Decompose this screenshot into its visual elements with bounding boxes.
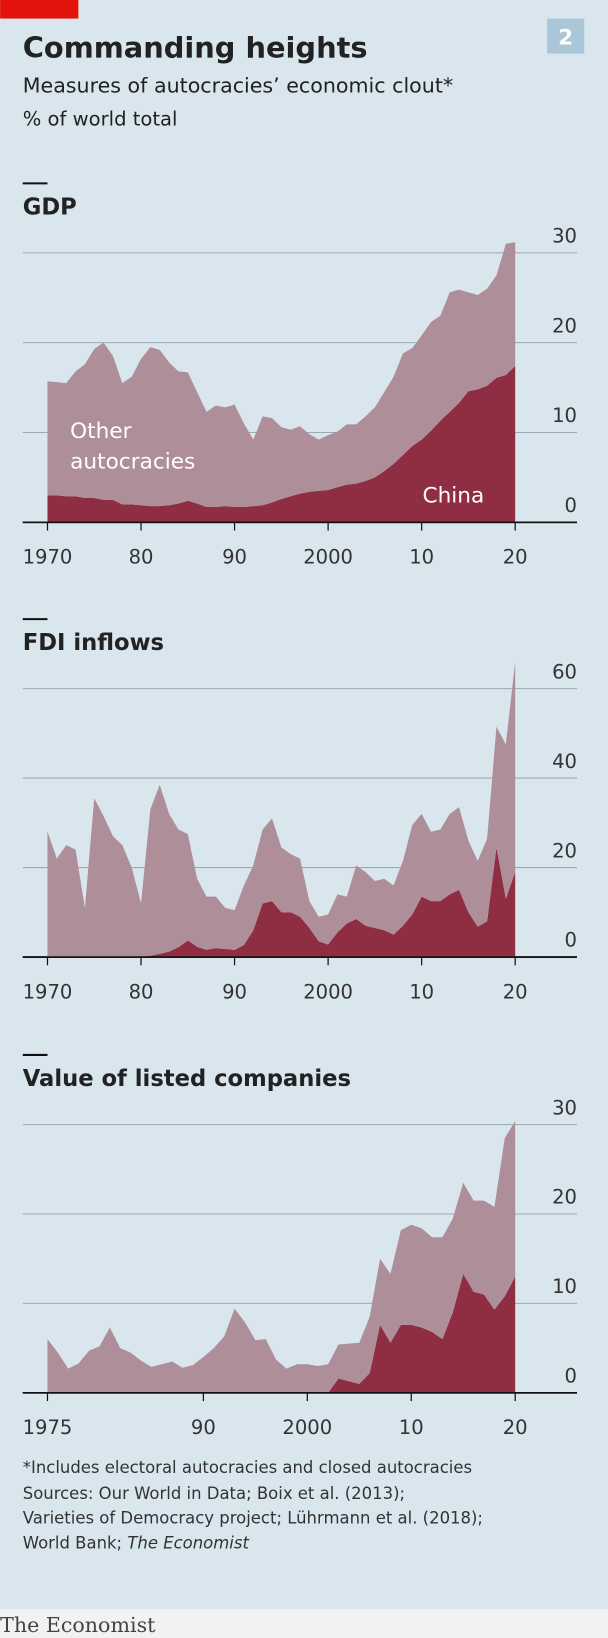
x-tick-label: 2000 bbox=[282, 1416, 332, 1439]
panel-title: Value of listed companies bbox=[23, 1066, 351, 1092]
x-tick-label: 2000 bbox=[303, 546, 353, 569]
x-tick-label: 80 bbox=[129, 546, 154, 569]
y-tick-label: 0 bbox=[565, 929, 577, 952]
y-tick-label: 30 bbox=[552, 225, 577, 248]
x-tick-label: 2000 bbox=[303, 980, 353, 1003]
area bbox=[47, 242, 516, 508]
figure-number-box bbox=[547, 18, 585, 54]
x-tick-label: 90 bbox=[191, 1416, 216, 1439]
red-tag bbox=[0, 0, 79, 19]
area bbox=[47, 847, 516, 958]
subtitle: Measures of autocracies’ economic clout* bbox=[23, 74, 453, 98]
series-label: China bbox=[422, 484, 484, 509]
y-tick-label: 20 bbox=[552, 1186, 577, 1209]
x-tick-label: 20 bbox=[503, 1416, 528, 1439]
y-tick-label: 20 bbox=[552, 314, 577, 337]
area bbox=[47, 661, 516, 958]
x-tick-label: 1970 bbox=[23, 980, 73, 1003]
x-tick-label: 10 bbox=[399, 1416, 424, 1439]
y-tick-label: 10 bbox=[552, 404, 577, 427]
figure-number: 2 bbox=[558, 25, 573, 50]
x-tick-label: 1975 bbox=[23, 1416, 73, 1439]
source: Varieties of Democracy project; Lührmann… bbox=[23, 1509, 483, 1528]
x-tick-label: 90 bbox=[222, 980, 247, 1003]
y-tick-label: 10 bbox=[552, 1275, 577, 1298]
x-tick-label: 20 bbox=[503, 980, 528, 1003]
source: The Economist bbox=[127, 1533, 249, 1552]
unit: % of world total bbox=[23, 108, 178, 131]
y-tick-label: 0 bbox=[565, 494, 577, 517]
series-label-line: Other bbox=[70, 419, 138, 444]
x-tick-label: 1970 bbox=[23, 546, 73, 569]
brand: The Economist bbox=[0, 1613, 156, 1637]
y-tick-label: 0 bbox=[565, 1365, 577, 1388]
source: World Bank; The Economist bbox=[23, 1533, 250, 1552]
x-tick-label: 10 bbox=[409, 546, 434, 569]
x-tick-label: 80 bbox=[129, 980, 154, 1003]
source: World Bank; bbox=[23, 1533, 122, 1552]
area bbox=[47, 1121, 516, 1393]
panel-title: FDI inflows bbox=[23, 630, 164, 656]
series-label: Other autocracies bbox=[70, 419, 195, 475]
panel-title: GDP bbox=[23, 194, 77, 220]
footnote: *Includes electoral autocracies and clos… bbox=[23, 1458, 472, 1477]
area bbox=[47, 1273, 516, 1393]
x-tick-label: 10 bbox=[409, 980, 434, 1003]
area bbox=[47, 366, 516, 523]
x-tick-label: 20 bbox=[503, 546, 528, 569]
y-tick-label: 60 bbox=[552, 660, 577, 683]
y-tick-label: 40 bbox=[552, 750, 577, 773]
y-tick-label: 20 bbox=[552, 839, 577, 862]
title: Commanding heights bbox=[23, 31, 368, 65]
x-tick-label: 90 bbox=[222, 546, 247, 569]
source: Sources: Our World in Data; Boix et al. … bbox=[23, 1484, 405, 1503]
y-tick-label: 30 bbox=[552, 1096, 577, 1119]
series-label-line: autocracies bbox=[70, 450, 195, 475]
